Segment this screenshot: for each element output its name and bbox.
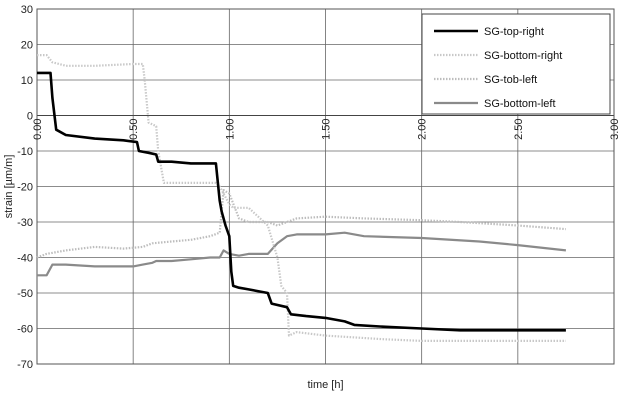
y-tick-label: -60 [17, 324, 33, 336]
series-layer [36, 54, 567, 342]
y-tick-label: -40 [17, 253, 33, 265]
x-tick-label: 0.00 [32, 119, 44, 140]
y-tick-label: -70 [17, 359, 33, 371]
y-tick-label: -30 [17, 217, 33, 229]
x-tick-label: 0.50 [128, 119, 140, 140]
plot-area-border [36, 8, 615, 365]
x-tick-label: 1.50 [321, 119, 333, 140]
legend: SG-top-right SG-bottom-right SG-tob-left SG… [421, 13, 611, 115]
series-line-sg-top-right [37, 71, 566, 332]
series-line-sg-bottom-right [37, 54, 566, 342]
y-tick-label: -10 [17, 146, 33, 158]
legend-label: SG-bottom-right [484, 50, 562, 62]
series-line-sg-tob-left [36, 189, 566, 259]
x-tick-label: 2.00 [417, 119, 429, 140]
x-axis-label: time [h] [307, 379, 343, 391]
x-tick-label: 2.50 [513, 119, 525, 140]
y-tick-labels: 30 20 10 0 -10 -20 -30 -40 -50 -60 -70 [17, 4, 33, 371]
legend-label: SG-tob-left [484, 74, 537, 86]
x-tick-labels: 0.00 0.50 1.00 1.50 2.00 2.50 3.00 [32, 119, 619, 140]
y-tick-label: 0 [27, 111, 33, 123]
y-tick-label: 30 [21, 4, 33, 16]
y-axis-label: strain [µm/m] [3, 155, 15, 219]
legend-label: SG-top-right [484, 26, 544, 38]
y-tick-label: 20 [21, 40, 33, 52]
x-tick-label: 1.00 [224, 119, 236, 140]
y-tick-label: -20 [17, 182, 33, 194]
y-tick-label: -50 [17, 288, 33, 300]
y-tick-label: 10 [21, 75, 33, 87]
legend-label: SG-bottom-left [484, 98, 556, 110]
x-tick-label: 3.00 [609, 119, 619, 140]
series-line-sg-bottom-left [37, 231, 567, 277]
